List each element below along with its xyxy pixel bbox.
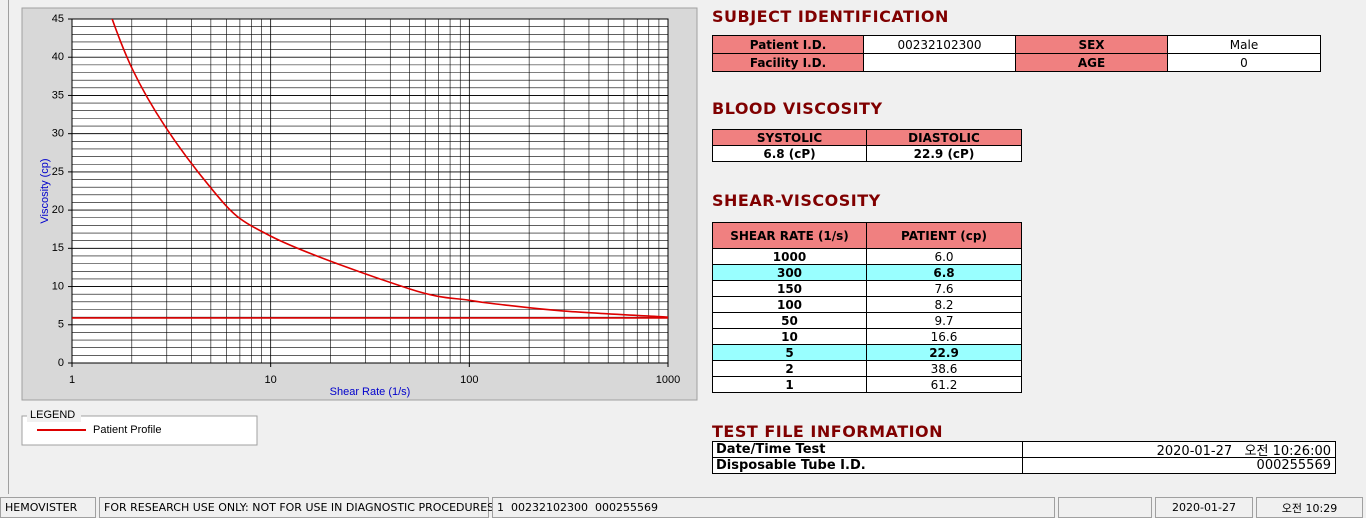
- status-cell: HEMOVISTER: [0, 497, 96, 518]
- table-cell: 00232102300: [863, 35, 1016, 54]
- table-cell: Patient I.D.: [712, 35, 864, 54]
- section-title: SHEAR-VISCOSITY: [712, 191, 881, 210]
- status-cell: FOR RESEARCH USE ONLY: NOT FOR USE IN DI…: [99, 497, 494, 518]
- table-header: SHEAR RATE (1/s): [712, 222, 867, 249]
- table-cell: AGE: [1015, 53, 1168, 72]
- table-cell: Facility I.D.: [712, 53, 864, 72]
- y-tick-label: 30: [52, 128, 64, 140]
- table-cell: 5: [712, 344, 867, 361]
- table-cell: 0: [1167, 53, 1321, 72]
- x-tick-label: 100: [460, 374, 478, 386]
- plot-area: [71, 18, 669, 364]
- x-tick-label: 10: [265, 374, 277, 386]
- section-title: BLOOD VISCOSITY: [712, 99, 883, 118]
- table-cell: 22.9 (cP): [866, 145, 1022, 162]
- table-cell: 9.7: [866, 312, 1022, 329]
- line-series: [111, 19, 668, 318]
- table-header: PATIENT (cp): [866, 222, 1022, 249]
- grid: [71, 18, 669, 364]
- table-cell: 300: [712, 264, 867, 281]
- y-tick-label: 35: [52, 89, 64, 101]
- table-cell: Male: [1167, 35, 1321, 54]
- table-cell: 7.6: [866, 280, 1022, 297]
- table-cell: SEX: [1015, 35, 1168, 54]
- divider: [8, 0, 9, 494]
- table-cell: 22.9: [866, 344, 1022, 361]
- legend-title: LEGEND: [30, 409, 75, 421]
- x-tick-label: 1: [69, 374, 75, 386]
- y-tick-label: 25: [52, 166, 64, 178]
- y-axis-label: Viscosity (cp): [39, 158, 51, 223]
- table-cell: 000255569: [1022, 457, 1336, 474]
- legend-title-bg: [27, 409, 81, 422]
- x-tick-label: 1000: [656, 374, 680, 386]
- y-tick-label: 15: [52, 242, 64, 254]
- table-cell: 2020-01-27 오전 10:26:00: [1022, 441, 1336, 459]
- y-tick-label: 10: [52, 280, 64, 292]
- table-cell: 1000: [712, 248, 867, 265]
- series-layer: [72, 19, 668, 319]
- y-tick-label: 0: [58, 357, 64, 369]
- table-cell: 50: [712, 312, 867, 329]
- table-cell: Disposable Tube I.D.: [712, 457, 1023, 474]
- table-cell: 150: [712, 280, 867, 297]
- table-header: DIASTOLIC: [866, 129, 1022, 146]
- table-cell: 16.6: [866, 328, 1022, 345]
- status-cell: [1058, 497, 1152, 518]
- y-tick-label: 40: [52, 51, 64, 63]
- table-cell: Date/Time Test: [712, 441, 1023, 458]
- status-cell: 오전 10:29: [1256, 497, 1363, 518]
- chart: 0 5 10 15 20 25 30 35 40 45 1 10 100 1000 Shear Rate (…: [21, 7, 698, 446]
- table-cell: 61.2: [866, 376, 1022, 393]
- status-cell: 1 00232102300 000255569: [492, 497, 1055, 518]
- table-cell: 10: [712, 328, 867, 345]
- legend-label: Patient Profile: [93, 424, 161, 436]
- y-tick-label: 20: [52, 204, 64, 216]
- table-cell: 38.6: [866, 360, 1022, 377]
- section-title: SUBJECT IDENTIFICATION: [712, 7, 949, 26]
- table-cell: 1: [712, 376, 867, 393]
- table-cell: [863, 53, 1016, 72]
- section-title: TEST FILE INFORMATION: [712, 422, 944, 441]
- y-tick-label: 5: [58, 319, 64, 331]
- table-cell: 100: [712, 296, 867, 313]
- table-cell: 2: [712, 360, 867, 377]
- y-tick-label: 45: [52, 13, 64, 25]
- table-cell: 6.8: [866, 264, 1022, 281]
- table-cell: 6.0: [866, 248, 1022, 265]
- table-cell: 6.8 (cP): [712, 145, 867, 162]
- x-axis-label: Shear Rate (1/s): [330, 386, 411, 398]
- table-cell: 8.2: [866, 296, 1022, 313]
- status-cell: 2020-01-27: [1155, 497, 1253, 518]
- table-header: SYSTOLIC: [712, 129, 867, 146]
